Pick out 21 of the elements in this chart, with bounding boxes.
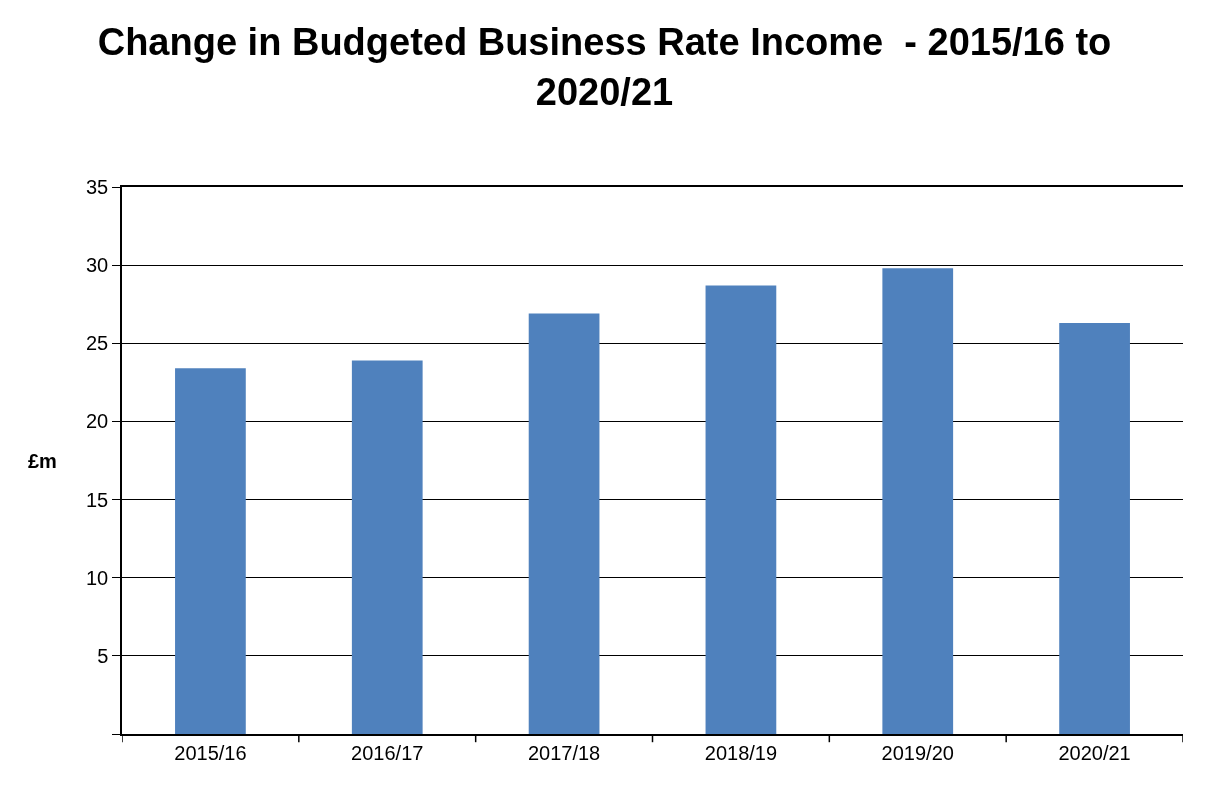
x-tick-label: 2016/17	[351, 741, 424, 764]
y-tick-label: 30	[86, 254, 109, 277]
x-tick-label: 2018/19	[704, 741, 778, 764]
bar	[351, 360, 423, 734]
x-tick-label: 2019/20	[881, 741, 954, 764]
chart-title: Change in Budgeted Business Rate Income - 2015/16 to 2020/21	[97, 21, 1112, 113]
y-tick-label: 10	[86, 566, 109, 589]
y-tick-label: 5	[97, 644, 109, 667]
bar	[528, 313, 600, 734]
bar	[705, 285, 777, 734]
bar	[1059, 322, 1130, 734]
bar	[882, 268, 954, 734]
y-tick-label: 20	[86, 410, 109, 433]
y-axis-title: £m	[28, 450, 57, 472]
x-tick-label: 2015/16	[174, 741, 247, 764]
y-tick-label: 15	[86, 488, 109, 511]
x-tick-label: 2020/21	[1058, 741, 1131, 764]
x-tick-label: 2017/18	[527, 741, 601, 764]
y-tick-label: 35	[86, 176, 109, 198]
y-tick-label: 25	[86, 332, 109, 355]
bar	[175, 368, 246, 734]
